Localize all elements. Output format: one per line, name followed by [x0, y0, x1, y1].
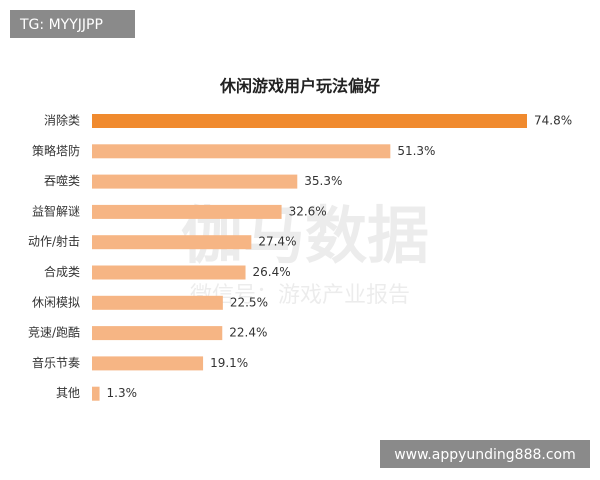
chart-title: 休闲游戏用户玩法偏好 — [219, 77, 380, 96]
value-label: 1.3% — [107, 386, 137, 400]
value-label: 22.4% — [229, 326, 267, 340]
category-label: 其他 — [56, 386, 80, 400]
value-label: 32.6% — [289, 204, 327, 218]
bar — [92, 326, 223, 341]
badge-box — [10, 10, 135, 38]
category-label: 吞噬类 — [44, 173, 80, 188]
url-text: www.appyunding888.com — [394, 447, 576, 463]
value-label: 22.5% — [230, 295, 268, 309]
value-label: 26.4% — [253, 265, 291, 279]
badge-text: TG: MYYJJPP — [19, 17, 103, 33]
value-label: 27.4% — [258, 235, 296, 249]
bar — [92, 265, 246, 280]
category-label: 益智解谜 — [32, 203, 80, 218]
bar — [92, 204, 282, 219]
bar — [92, 356, 204, 371]
value-label: 19.1% — [210, 356, 248, 370]
bar — [92, 114, 527, 128]
category-label: 动作/射击 — [28, 234, 80, 249]
category-label: 竞速/跑酷 — [28, 326, 80, 340]
category-label: 休闲模拟 — [32, 295, 80, 309]
value-label: 74.8% — [534, 114, 572, 128]
bar — [92, 295, 223, 310]
bar — [92, 144, 391, 159]
category-label: 音乐节奏 — [32, 355, 80, 370]
bar — [92, 174, 298, 189]
bar — [92, 386, 100, 401]
category-label: 合成类 — [44, 264, 80, 279]
bar — [92, 235, 252, 250]
value-label: 51.3% — [397, 144, 435, 158]
category-label: 策略塔防 — [32, 143, 80, 158]
watermark-sub: 微信号：游戏产业报告 — [190, 283, 410, 308]
url-box — [380, 440, 590, 468]
value-label: 35.3% — [304, 174, 342, 188]
category-label: 消除类 — [44, 113, 80, 128]
